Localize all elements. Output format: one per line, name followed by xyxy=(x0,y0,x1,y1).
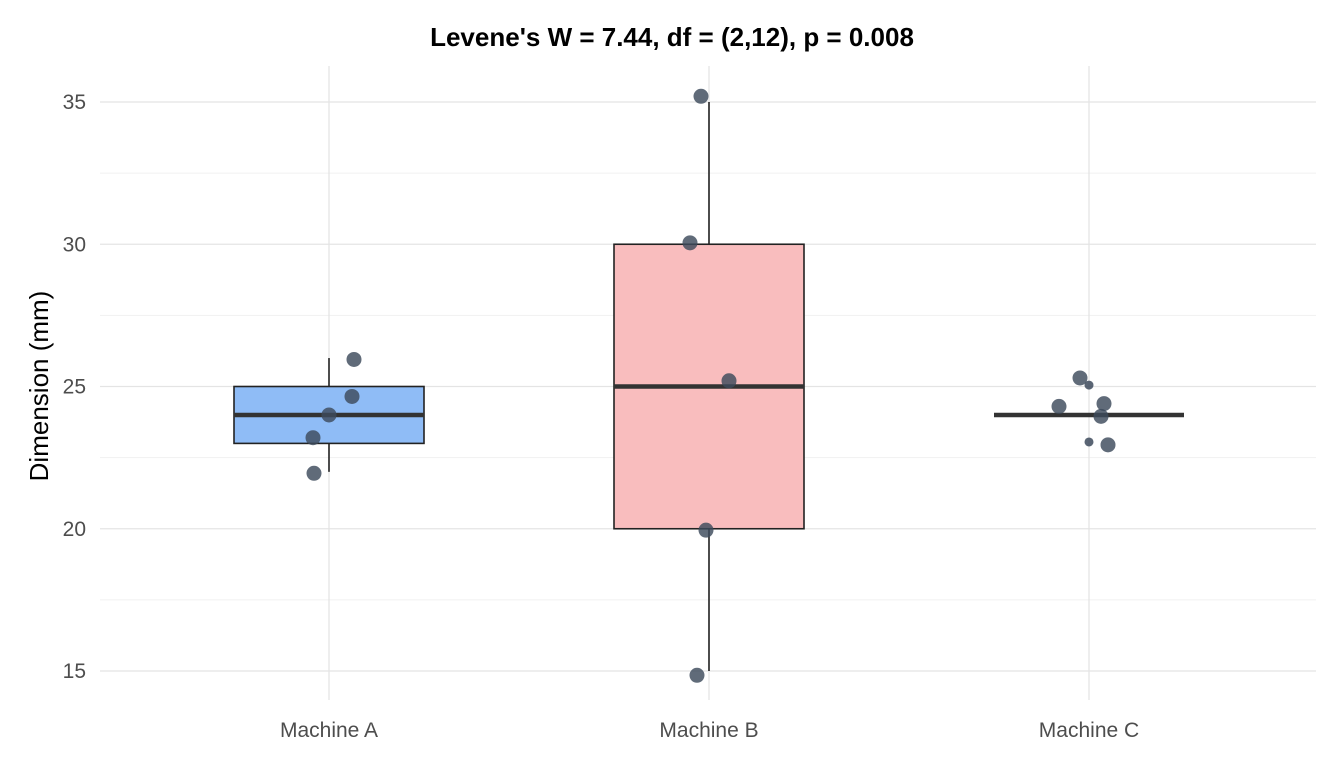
data-point xyxy=(721,373,737,389)
data-point xyxy=(344,388,360,404)
boxes-layer xyxy=(233,102,1184,671)
outlier-point xyxy=(1084,380,1094,390)
y-tick-label: 25 xyxy=(63,376,86,399)
data-point xyxy=(321,407,337,423)
y-tick-label: 30 xyxy=(63,233,86,256)
data-point xyxy=(306,465,322,481)
data-point xyxy=(1072,370,1088,386)
data-point xyxy=(693,88,709,104)
data-point xyxy=(1051,398,1067,414)
chart-title: Levene's W = 7.44, df = (2,12), p = 0.00… xyxy=(430,22,914,52)
outlier-point xyxy=(1084,437,1094,447)
data-point xyxy=(305,430,321,446)
data-point xyxy=(689,667,705,683)
x-tick-label: Machine B xyxy=(659,719,758,742)
data-point xyxy=(698,522,714,538)
x-tick-label: Machine C xyxy=(1039,719,1139,742)
data-point xyxy=(1093,408,1109,424)
y-axis-title: Dimension (mm) xyxy=(24,291,54,482)
data-point xyxy=(1100,437,1116,453)
data-point xyxy=(346,351,362,367)
box-machine-b xyxy=(613,102,805,671)
y-tick-label: 35 xyxy=(63,91,86,114)
x-tick-label: Machine A xyxy=(280,719,378,742)
y-tick-label: 20 xyxy=(63,518,86,541)
y-tick-labels: 15 20 25 30 35 xyxy=(63,91,86,683)
data-point xyxy=(1096,396,1112,412)
y-tick-label: 15 xyxy=(63,660,86,683)
points-layer xyxy=(305,88,1116,683)
data-point xyxy=(682,235,698,251)
x-tick-labels: Machine A Machine B Machine C xyxy=(280,719,1139,742)
